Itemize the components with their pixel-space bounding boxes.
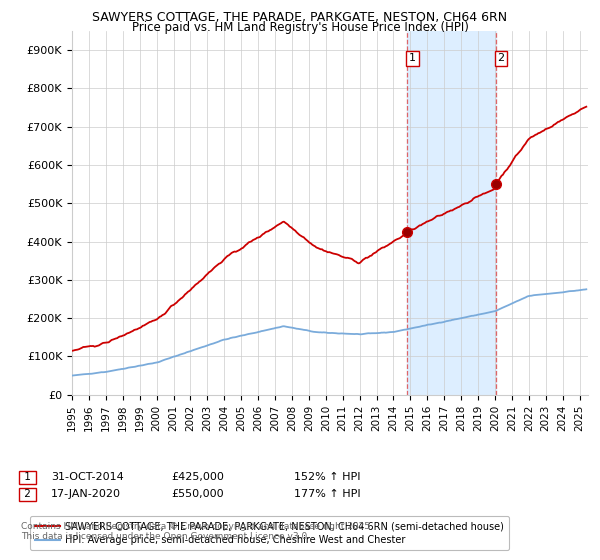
Text: SAWYERS COTTAGE, THE PARADE, PARKGATE, NESTON, CH64 6RN: SAWYERS COTTAGE, THE PARADE, PARKGATE, N…: [92, 11, 508, 24]
Legend: SAWYERS COTTAGE, THE PARADE, PARKGATE, NESTON, CH64 6RN (semi-detached house), H: SAWYERS COTTAGE, THE PARADE, PARKGATE, N…: [31, 516, 509, 550]
Text: 152% ↑ HPI: 152% ↑ HPI: [294, 472, 361, 482]
Text: 31-OCT-2014: 31-OCT-2014: [51, 472, 124, 482]
Text: 1: 1: [21, 472, 34, 482]
Text: 17-JAN-2020: 17-JAN-2020: [51, 489, 121, 500]
Text: £425,000: £425,000: [171, 472, 224, 482]
Text: £550,000: £550,000: [171, 489, 224, 500]
Text: 2: 2: [21, 489, 34, 500]
Text: 177% ↑ HPI: 177% ↑ HPI: [294, 489, 361, 500]
Text: 1: 1: [409, 53, 416, 63]
Text: 2: 2: [497, 53, 505, 63]
Bar: [407, 31, 496, 395]
Text: Price paid vs. HM Land Registry's House Price Index (HPI): Price paid vs. HM Land Registry's House …: [131, 21, 469, 34]
Text: Contains HM Land Registry data © Crown copyright and database right 2025.
This d: Contains HM Land Registry data © Crown c…: [21, 522, 373, 542]
